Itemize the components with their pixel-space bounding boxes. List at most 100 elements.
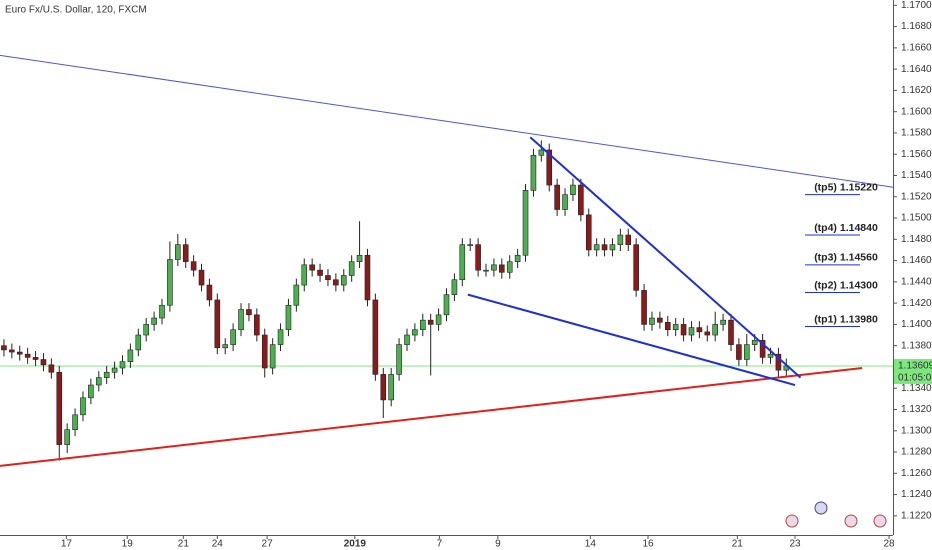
candle-body xyxy=(404,334,410,345)
candle-body xyxy=(127,349,134,362)
y-tick-label: 1.14600 xyxy=(901,255,932,266)
candle-body xyxy=(538,149,545,156)
candle-body xyxy=(704,331,711,336)
candle-body xyxy=(546,149,553,186)
candle-body xyxy=(95,377,102,386)
candle-body xyxy=(348,261,355,276)
y-tick-label: 1.15200 xyxy=(901,191,932,202)
candle-body xyxy=(254,314,260,336)
candle-body xyxy=(340,275,347,286)
candle-body xyxy=(499,264,505,273)
candle-body xyxy=(601,244,608,251)
x-tick-label: 16 xyxy=(642,539,654,550)
x-tick-label: 21 xyxy=(178,539,190,550)
y-tick-label: 1.15600 xyxy=(901,149,932,160)
candle-body xyxy=(48,364,55,373)
y-tick-label: 1.14400 xyxy=(901,276,932,287)
candle-body xyxy=(585,214,592,251)
candle-body xyxy=(356,254,363,262)
y-tick-label: 1.13400 xyxy=(901,383,932,394)
candle-body xyxy=(309,264,315,271)
candle-body xyxy=(206,284,213,301)
candle-body xyxy=(609,244,616,251)
candle-body xyxy=(625,234,632,245)
candle-body xyxy=(419,319,426,331)
candle-body xyxy=(230,329,236,345)
candle-body xyxy=(412,329,418,336)
candle-body xyxy=(570,184,576,195)
candle-body xyxy=(664,321,671,331)
candle-body xyxy=(103,371,110,378)
candle-body xyxy=(364,254,371,301)
candle-body xyxy=(506,261,513,273)
candle-body xyxy=(151,317,157,325)
candle-body xyxy=(175,244,181,260)
candle-body xyxy=(744,344,750,360)
x-tick-label: 21 xyxy=(732,539,744,550)
candle-body xyxy=(483,269,489,272)
candle-body xyxy=(641,290,647,325)
y-tick-label: 1.12200 xyxy=(901,510,932,521)
candle-body xyxy=(301,264,308,286)
y-tick-label: 1.12800 xyxy=(901,447,932,458)
candle-body xyxy=(24,353,31,358)
candle-body xyxy=(64,429,70,445)
candle-body xyxy=(530,154,537,191)
candle-body xyxy=(767,353,774,358)
candle-body xyxy=(333,279,339,286)
trend-line xyxy=(0,54,894,188)
candle-body xyxy=(736,344,742,360)
y-tick-label: 1.16600 xyxy=(901,43,932,54)
candle-body xyxy=(443,294,450,316)
y-tick-label: 1.16200 xyxy=(901,85,932,96)
candle-body xyxy=(238,309,244,331)
candle-body xyxy=(427,319,434,325)
candle-body xyxy=(246,309,252,316)
candle-body xyxy=(672,324,679,331)
x-tick-label: 7 xyxy=(437,539,443,550)
y-tick-label: 1.13800 xyxy=(901,340,932,351)
candle-body xyxy=(214,299,221,349)
x-tick-label: 24 xyxy=(212,539,224,550)
candle-body xyxy=(325,275,331,281)
y-tick-label: 1.16800 xyxy=(901,21,932,32)
y-tick-label: 1.15800 xyxy=(901,128,932,139)
candle-body xyxy=(712,324,718,336)
candle-body xyxy=(222,344,229,349)
candle-body xyxy=(32,357,39,360)
candle-body xyxy=(119,361,126,369)
candle-body xyxy=(759,340,766,358)
candle-body xyxy=(514,254,521,262)
candle-body xyxy=(467,244,474,246)
candle-body xyxy=(459,244,466,281)
candle-body xyxy=(372,299,379,375)
candle-body xyxy=(159,304,165,319)
y-tick-label: 1.12600 xyxy=(901,468,932,479)
candle-body xyxy=(491,264,497,271)
candle-body xyxy=(167,259,173,306)
x-tick-label: 9 xyxy=(495,539,501,550)
candle-body xyxy=(88,384,94,399)
candle-body xyxy=(696,327,703,333)
candle-body xyxy=(751,340,758,345)
candle-body xyxy=(317,269,323,276)
last-price-box xyxy=(894,358,932,372)
candle-body xyxy=(649,317,655,325)
candle-body xyxy=(16,351,23,355)
y-tick-label: 1.15400 xyxy=(901,170,932,181)
x-tick-label: 28 xyxy=(883,539,895,550)
trend-line xyxy=(0,367,863,467)
y-tick-label: 1.12400 xyxy=(901,489,932,500)
candle-body xyxy=(1,345,7,351)
candle-body xyxy=(111,367,118,373)
candle-body xyxy=(475,244,481,271)
candle-body xyxy=(554,184,560,210)
candle-body xyxy=(40,359,47,366)
candle-body xyxy=(657,317,663,323)
countdown-box xyxy=(894,371,932,384)
countdown-label: 01:05:07 xyxy=(898,373,932,384)
candle-body xyxy=(775,353,782,371)
candle-body xyxy=(293,284,300,306)
